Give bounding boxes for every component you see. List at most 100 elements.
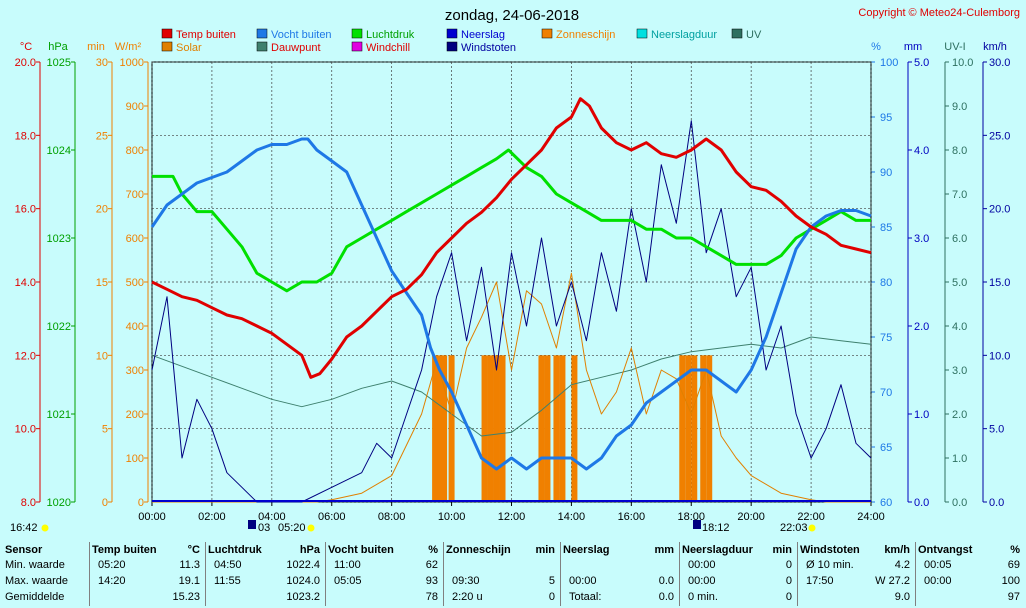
- series-temp-buiten: [151, 97, 872, 379]
- axis-tick-label: 80: [880, 277, 892, 289]
- stats-header-title: Sensor: [5, 544, 43, 556]
- moon-icon: [248, 520, 256, 529]
- axis-tick-label: 70: [880, 387, 892, 399]
- series-lines: [150, 97, 872, 503]
- x-tick-label: 04:00: [258, 511, 286, 523]
- legend-label: Temp buiten: [176, 29, 236, 41]
- legend-label: Luchtdruk: [366, 29, 415, 41]
- axis-tick-label: 10.0: [989, 350, 1010, 362]
- sunshine-bar: [700, 355, 707, 502]
- axis-tick-label: 0: [102, 497, 108, 509]
- stats-row: 04:50 1022.4: [208, 557, 324, 573]
- stats-col-neerslag: Neerslag mm 00:00 0.0 Totaal: 0.0: [563, 538, 678, 608]
- axis-tick-label: 90: [880, 167, 892, 179]
- stats-header-title: Zonneschijn: [446, 544, 511, 556]
- legend-swatch: [636, 28, 648, 39]
- sunshine-bar: [544, 355, 551, 502]
- sunshine-bar: [706, 355, 713, 502]
- x-tick-label: 06:00: [318, 511, 346, 523]
- stats-value: 0: [548, 591, 555, 603]
- axis-tick-label: 700: [126, 189, 144, 201]
- stats-separator: [443, 542, 444, 606]
- axis-unit-rain: mm: [904, 41, 922, 53]
- stats-row-label: Gemiddelde: [5, 591, 65, 603]
- stats-header-unit: min: [772, 544, 792, 556]
- axis-unit-sunshine: min: [87, 41, 105, 53]
- legend-label: Solar: [176, 42, 202, 54]
- axis-tick-label: 4.0: [952, 321, 967, 333]
- axes: 00:00 02:00 04:00 06:00 08:00 10:00 12:00 14:00…: [15, 41, 1011, 523]
- legend-label: Vocht buiten: [271, 29, 332, 41]
- legend-swatch: [161, 28, 173, 39]
- sunshine-bar: [432, 355, 439, 502]
- axis-tick-label: 1.0: [914, 409, 929, 421]
- axis-tick-label: 20.0: [989, 204, 1010, 216]
- start-time: 16:42: [10, 522, 38, 534]
- axis-tick-label: 30: [96, 57, 108, 69]
- stats-row: 00:00 0: [682, 557, 796, 573]
- stats-header: Vocht buiten%: [328, 543, 442, 557]
- stats-value: 1023.2: [286, 591, 320, 603]
- x-tick-label: 00:00: [138, 511, 166, 523]
- axis-tick-label: 5.0: [952, 277, 967, 289]
- stats-separator: [797, 542, 798, 606]
- axis-tick-label: 800: [126, 145, 144, 157]
- sunshine-bar: [487, 355, 494, 502]
- x-tick-label: 02:00: [198, 511, 226, 523]
- stats-value: 69: [1007, 559, 1020, 571]
- stats-header-title: Windstoten: [800, 544, 860, 556]
- stats-row: [563, 557, 678, 573]
- sunshine-bar: [441, 355, 448, 502]
- axis-tick-label: 1022: [47, 321, 71, 333]
- legend-swatch: [731, 28, 743, 39]
- moon-icon: [693, 520, 701, 529]
- x-tick-label: 10:00: [438, 511, 466, 523]
- axis-tick-label: 30.0: [989, 57, 1010, 69]
- axis-unit-uv: UV-I: [944, 41, 965, 53]
- legend-label: Zonneschijn: [556, 29, 615, 41]
- stats-row: 00:00 0.0: [563, 573, 678, 589]
- stats-time: 0 min.: [688, 591, 718, 603]
- stats-time: 00:00: [924, 575, 952, 587]
- stats-value: 97: [1007, 591, 1020, 603]
- x-tick-label: 12:00: [498, 511, 526, 523]
- axis-tick-label: 100: [126, 453, 144, 465]
- axis-tick-label: 200: [126, 409, 144, 421]
- stats-row: 0 min. 0: [682, 589, 796, 605]
- stats-header: Windstoten km/h: [800, 543, 914, 557]
- legend-label: Dauwpunt: [271, 42, 321, 54]
- axis-tick-label: 14.0: [15, 277, 36, 289]
- stats-row: 00:05 69: [918, 557, 1024, 573]
- sunrise-icon: [307, 524, 315, 532]
- stats-col-zonneschijn: Zonneschijn min 09:30 5 2:20 u 0: [446, 538, 559, 608]
- axis-tick-label: 25.0: [989, 130, 1010, 142]
- axis-tick-label: 0.0: [989, 497, 1004, 509]
- stats-header: Zonneschijn min: [446, 543, 559, 557]
- stats-value: 4.2: [894, 559, 910, 571]
- stats-col-windstoten: Windstoten km/h Ø 10 min. 4.2 17:50 W 27.2 9.0: [800, 538, 914, 608]
- series-vocht-buiten: [150, 137, 872, 471]
- axis-tick-label: 10.0: [952, 57, 973, 69]
- axis-tick-label: 1025: [47, 57, 71, 69]
- stats-row-label: Max. waarde: [5, 575, 68, 587]
- stats-header: Sensor: [5, 543, 90, 557]
- stats-time: 00:00: [688, 559, 716, 571]
- stats-time: 00:05: [924, 559, 952, 571]
- grid: [151, 61, 872, 503]
- x-tick-label: 14:00: [558, 511, 586, 523]
- stats-row: Ø 10 min. 4.2: [800, 557, 914, 573]
- legend-swatch: [256, 41, 268, 52]
- x-tick-label: 08:00: [378, 511, 406, 523]
- stats-header-title: Temp buiten: [92, 544, 157, 556]
- axis-unit-humidity: %: [871, 41, 881, 53]
- axis-tick-label: 1024: [47, 145, 71, 157]
- stats-header-unit: km/h: [884, 544, 910, 556]
- sunshine-bar: [493, 355, 500, 502]
- stats-col-vocht-buiten: Vocht buiten% 11:00 62 05:05 93 78: [328, 538, 442, 608]
- stats-col-sensor: Sensor Min. waarde Max. waarde Gemiddelde: [5, 538, 90, 608]
- stats-col-luchtdruk: Luchtdruk hPa 04:50 1022.4 11:55 1024.0 1023.2: [208, 538, 324, 608]
- stats-value: 19.1: [178, 575, 200, 587]
- stats-value: 9.0: [894, 591, 910, 603]
- stats-time: 05:20: [98, 559, 126, 571]
- stats-header-unit: %: [1010, 544, 1020, 556]
